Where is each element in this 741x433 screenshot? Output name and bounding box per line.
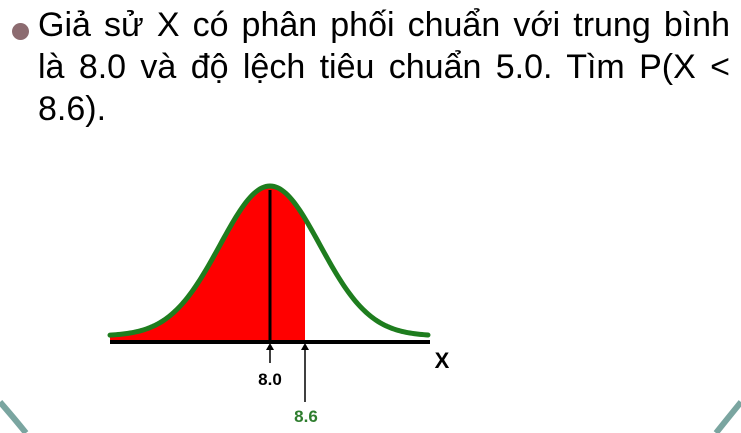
axis-label-x: X xyxy=(435,348,450,373)
frame-corner-right xyxy=(713,400,741,433)
value-arrow-icon xyxy=(301,343,309,350)
bullet-point: Giả sử X có phân phối chuẩn với trung bì… xyxy=(0,4,741,154)
mean-label: 8.0 xyxy=(258,370,282,389)
problem-statement: Giả sử X có phân phối chuẩn với trung bì… xyxy=(38,6,730,128)
value-label: 8.6 xyxy=(294,407,318,426)
bullet-dot-icon xyxy=(12,23,29,40)
shaded-area-left-of-8-6 xyxy=(110,186,305,342)
frame-corner-left xyxy=(0,400,29,433)
mean-arrow-icon xyxy=(266,343,274,350)
bell-curve xyxy=(107,183,431,338)
